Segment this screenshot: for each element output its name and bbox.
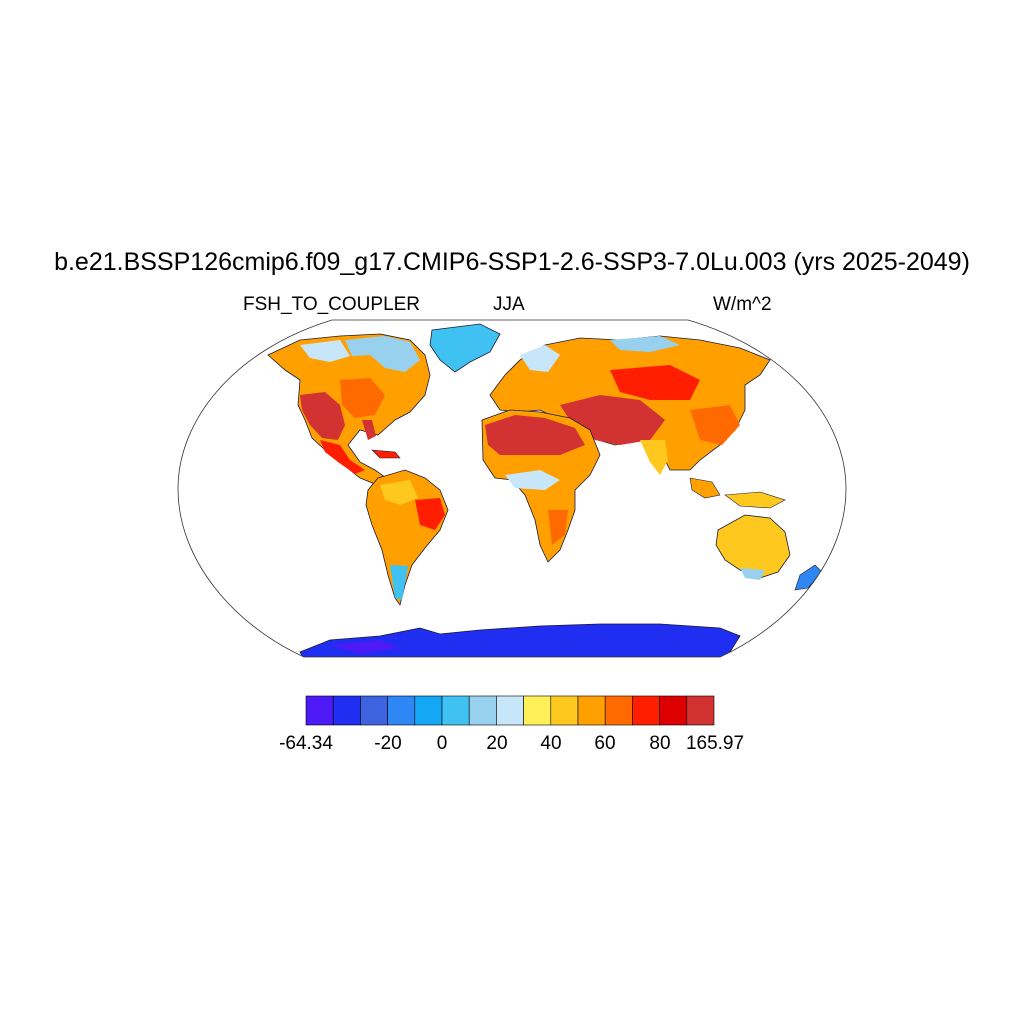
indonesia-region	[724, 491, 786, 509]
antarctica-west-region	[330, 640, 400, 654]
canada-north-region	[300, 340, 350, 362]
antarctica-region	[299, 623, 741, 657]
colorbar-swatch	[360, 695, 388, 726]
sahel-cool-region	[505, 470, 560, 490]
caribbean-region	[371, 449, 401, 459]
patagonia-region	[390, 565, 408, 600]
season-label: JJA	[493, 294, 525, 315]
colorbar-swatch	[305, 695, 334, 726]
plot-title: b.e21.BSSP126cmip6.f09_g17.CMIP6-SSP1-2.…	[54, 248, 970, 276]
colorbar-tick-label: 20	[486, 733, 508, 754]
colorbar-tick-label: -20	[374, 733, 402, 754]
us-central-region	[340, 378, 385, 418]
map-field	[267, 323, 823, 657]
scandinavia-region	[520, 345, 560, 372]
variable-label: FSH_TO_COUPLER	[243, 294, 421, 315]
colorbar-tick-label: 80	[649, 733, 671, 754]
southeast-asia-region	[689, 477, 721, 499]
brazil-hot-region	[415, 498, 445, 530]
colorbar-swatch	[523, 695, 552, 726]
colorbar-tick-label: -64.34	[279, 733, 333, 754]
colorbar-swatch	[496, 695, 524, 726]
greenland-region	[429, 323, 501, 373]
colorbar-swatch	[686, 695, 715, 726]
colorbar-swatch	[577, 695, 606, 726]
colorbar-swatch	[550, 695, 579, 726]
new-zealand-region	[794, 564, 823, 591]
australia-region	[715, 514, 791, 579]
us-west-hot-region	[300, 392, 345, 440]
colorbar-tick-label: 60	[594, 733, 616, 754]
colorbar-tick-label: 0	[436, 733, 448, 754]
colorbar-swatch	[387, 695, 416, 726]
colorbar-swatch	[441, 695, 470, 726]
colorbar-swatch	[468, 695, 497, 726]
florida-region	[362, 420, 376, 440]
colorbar-swatch	[604, 695, 633, 726]
india-region	[640, 440, 668, 475]
siberia-north-region	[610, 336, 680, 352]
sahara-hot-region	[485, 415, 585, 455]
colorbar	[305, 695, 715, 726]
colorbar-swatch	[659, 695, 688, 726]
china-region	[690, 405, 740, 445]
australia-south-region	[740, 568, 765, 580]
colorbar-swatch	[632, 695, 660, 726]
colorbar-tick-label: 40	[540, 733, 562, 754]
colorbar-swatch	[332, 695, 361, 726]
map-boundary	[177, 319, 847, 658]
amazon-region	[380, 480, 418, 505]
central-asia-hot-region	[610, 365, 700, 400]
colorbar-tick-label: 165.97	[685, 733, 745, 754]
mexico-region	[320, 440, 365, 474]
canada-cool-region	[345, 336, 420, 372]
colorbar-swatch	[414, 695, 443, 726]
southern-africa-region	[548, 510, 568, 545]
units-label: W/m^2	[713, 294, 772, 315]
